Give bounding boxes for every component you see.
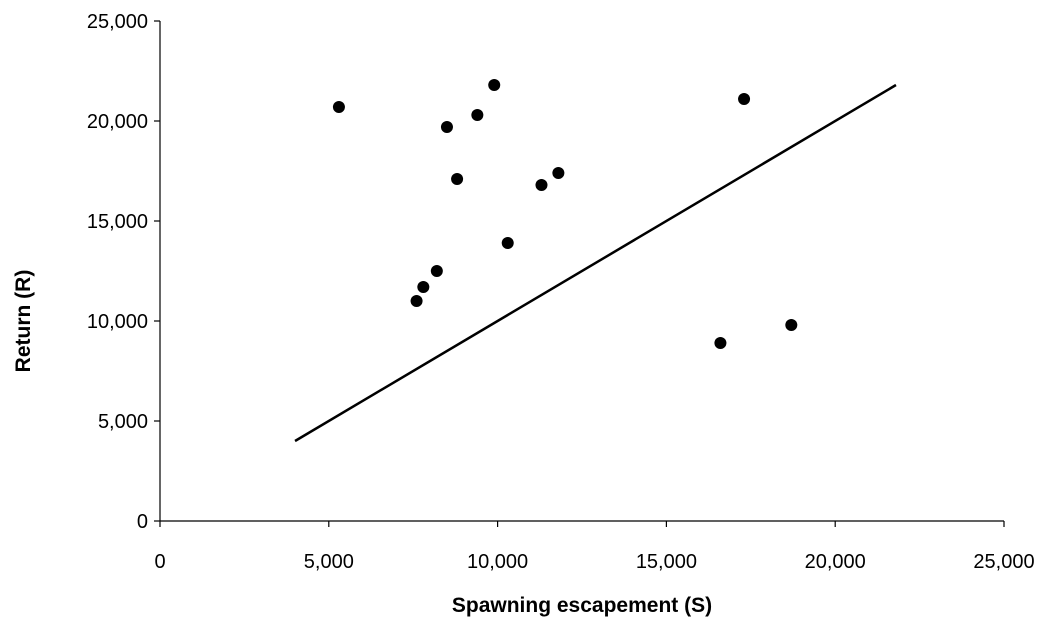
x-tick-label: 15,000 [636,551,697,573]
data-point [785,319,798,331]
data-point [430,265,443,277]
x-tick-label: 25,000 [973,551,1034,573]
y-tick-label: 25,000 [87,11,148,33]
chart-marks [294,79,897,443]
x-axis-title: Spawning escapement (S) [452,594,712,617]
data-point [714,337,727,349]
data-point [552,167,565,179]
axes: 0 5,000 10,000 15,000 20,000 25,000 0 5,000 10,0… [87,11,1035,573]
y-tick-label: 20,000 [87,111,148,133]
data-point [440,121,453,133]
y-tick-label: 5,000 [98,411,148,433]
data-point [488,79,501,91]
x-tick-label: 5,000 [304,551,354,573]
x-tick-label: 0 [154,551,165,573]
y-axis-title: Return (R) [12,270,35,373]
data-point [410,295,423,307]
data-point [535,179,548,191]
y-tick-label: 15,000 [87,211,148,233]
data-point [501,237,514,249]
x-tick-label: 20,000 [805,551,866,573]
data-point [332,101,345,113]
y-tick-label: 10,000 [87,311,148,333]
replacement-line [294,83,897,443]
data-point [417,281,430,293]
data-point [471,109,484,121]
data-point [451,173,464,185]
y-tick-label: 0 [137,511,148,533]
x-tick-label: 10,000 [467,551,528,573]
data-point [738,93,751,105]
